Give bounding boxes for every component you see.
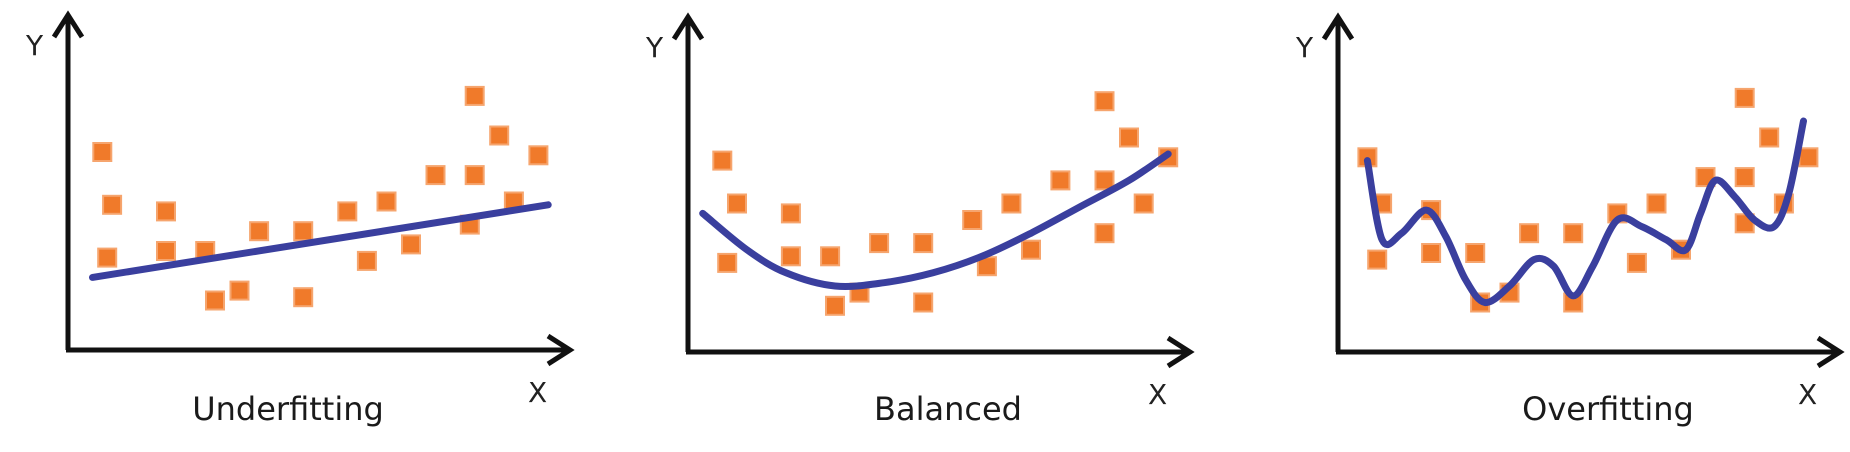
underfitting-y-arrowhead [51, 10, 85, 39]
overfitting-point-18 [1734, 87, 1755, 108]
balanced-point-13 [1001, 193, 1022, 214]
balanced-point-18 [1094, 91, 1115, 112]
overfitting-point-12 [1626, 252, 1647, 273]
underfitting-point-21 [528, 145, 549, 166]
overfitting-point-13 [1646, 193, 1667, 214]
underfitting-point-0 [92, 142, 113, 162]
underfitting-point-12 [356, 250, 377, 271]
underfitting-fit-curve [89, 201, 552, 281]
balanced-x-arrowhead [1166, 335, 1195, 369]
underfitting-point-10 [293, 287, 314, 308]
panel-title-overfitting: Overfitting [1522, 390, 1694, 428]
balanced-point-9 [913, 233, 934, 254]
balanced-point-20 [1133, 193, 1154, 214]
underfitting-point-18 [464, 85, 485, 106]
overfitting-y-label: Y [1295, 31, 1314, 64]
overfitting-x-arrowhead [1816, 335, 1845, 369]
underfitting-point-7 [229, 280, 250, 301]
overfitting-point-2 [1367, 249, 1388, 270]
overfitting-x-label: X [1798, 378, 1817, 411]
balanced-point-10 [913, 292, 934, 313]
underfitting-point-14 [401, 234, 421, 255]
balanced-point-3 [780, 203, 801, 224]
underfitting-y-label: Y [25, 29, 44, 62]
overfitting-point-8 [1519, 223, 1540, 244]
balanced-y-arrowhead [671, 12, 705, 41]
overfitting-y-arrowhead [1321, 12, 1355, 41]
underfitting-point-4 [156, 241, 176, 261]
underfitting-point-9 [293, 221, 314, 242]
underfitting-point-6 [205, 290, 225, 311]
panel-title-underfitting: Underfitting [192, 390, 384, 428]
balanced-point-0 [712, 150, 733, 171]
overfitting-point-5 [1465, 243, 1486, 263]
balanced-point-14 [1021, 239, 1041, 260]
balanced-y-label: Y [645, 31, 664, 64]
balanced-point-5 [820, 246, 841, 267]
balanced-point-2 [717, 252, 738, 273]
overfitting-point-17 [1734, 167, 1755, 188]
balanced-point-11 [962, 210, 983, 230]
balanced-fit-curve [699, 150, 1172, 290]
underfitting-point-3 [156, 201, 176, 222]
balanced-x-label: X [1148, 378, 1167, 411]
balanced-point-16 [1094, 223, 1115, 244]
overfitting-point-4 [1421, 243, 1442, 263]
balanced-point-1 [727, 193, 747, 214]
underfitting-point-8 [249, 221, 270, 242]
balanced-point-6 [825, 295, 845, 316]
underfitting-point-1 [102, 194, 123, 215]
underfitting-point-15 [425, 165, 446, 186]
balanced-point-15 [1050, 170, 1071, 191]
panel-title-balanced: Balanced [874, 390, 1022, 428]
overfitting-fit-curve [1363, 117, 1807, 307]
overfitting-point-19 [1759, 127, 1780, 148]
balanced-point-8 [869, 233, 890, 254]
underfitting-point-19 [489, 125, 510, 146]
underfitting-point-13 [376, 191, 397, 212]
overfitting-point-9 [1563, 223, 1584, 244]
underfitting-point-11 [337, 201, 358, 222]
balanced-point-17 [1094, 170, 1115, 191]
underfitting-point-17 [464, 165, 485, 186]
underfitting-x-label: X [528, 376, 547, 409]
underfitting-point-2 [97, 247, 118, 268]
balanced-point-19 [1119, 127, 1139, 148]
balanced-point-4 [780, 246, 801, 267]
overfitting-point-21 [1798, 147, 1819, 168]
underfitting-x-arrowhead [546, 333, 575, 367]
